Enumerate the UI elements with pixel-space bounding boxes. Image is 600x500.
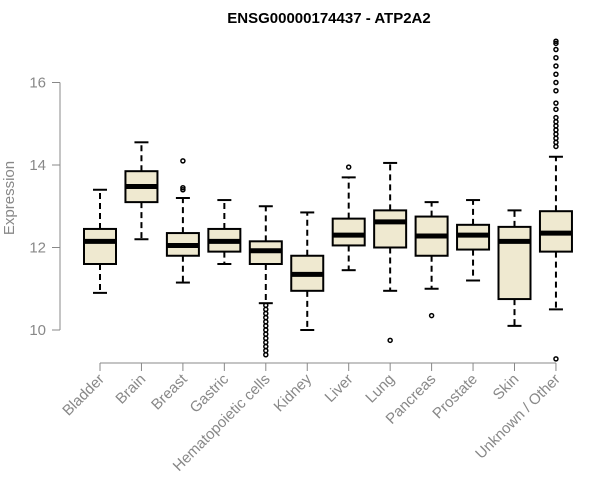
box-group bbox=[124, 141, 159, 241]
outlier-point bbox=[553, 46, 559, 53]
x-tick-label: Bladder bbox=[59, 371, 108, 420]
y-tick-label: 12 bbox=[29, 240, 46, 257]
box-group bbox=[456, 199, 491, 282]
outlier-point bbox=[553, 71, 559, 77]
box-group bbox=[331, 164, 366, 272]
plot-area bbox=[83, 38, 573, 362]
outlier-point bbox=[553, 114, 559, 121]
outlier-point bbox=[553, 79, 559, 86]
outlier-point bbox=[553, 88, 559, 94]
y-axis: 10 12 14 16 bbox=[29, 75, 61, 339]
x-tick-label: Lung bbox=[362, 371, 398, 407]
y-axis-label: Expression bbox=[1, 161, 18, 235]
x-tick-label: Brain bbox=[112, 371, 149, 408]
outlier-point bbox=[553, 100, 559, 106]
outlier-point bbox=[553, 106, 559, 113]
x-tick-label: Kidney bbox=[271, 370, 316, 415]
outlier-point bbox=[553, 40, 559, 47]
box bbox=[83, 227, 117, 265]
y-tick-label: 10 bbox=[29, 322, 46, 339]
outlier-point bbox=[180, 158, 186, 164]
y-tick-label: 16 bbox=[29, 75, 46, 92]
box bbox=[497, 225, 532, 301]
x-tick-label: Breast bbox=[148, 370, 191, 413]
outlier-point bbox=[553, 63, 559, 69]
outlier-point bbox=[180, 184, 186, 191]
chart-title: ENSG00000174437 - ATP2A2 bbox=[227, 10, 430, 27]
box-group bbox=[538, 38, 573, 362]
x-tick-label: Liver bbox=[322, 371, 357, 406]
box-group bbox=[290, 211, 325, 331]
box-group bbox=[83, 188, 117, 294]
box-group bbox=[497, 209, 532, 327]
outlier-point bbox=[387, 337, 393, 344]
y-tick-label: 14 bbox=[29, 157, 46, 174]
outlier-point bbox=[180, 187, 186, 193]
box-group bbox=[248, 205, 283, 358]
outlier-point bbox=[263, 302, 269, 308]
box-group bbox=[373, 161, 408, 344]
outlier-point bbox=[553, 55, 559, 61]
box-group bbox=[207, 199, 242, 265]
box bbox=[373, 209, 408, 249]
x-tick-label: Skin bbox=[490, 371, 523, 404]
box bbox=[331, 217, 366, 247]
box-group bbox=[414, 201, 449, 319]
outlier-point bbox=[345, 164, 352, 170]
x-tick-label: Prostate bbox=[429, 371, 481, 423]
outlier-point bbox=[553, 38, 559, 44]
outlier-point bbox=[428, 312, 435, 319]
outlier-point bbox=[553, 356, 559, 362]
box-group bbox=[165, 158, 200, 284]
